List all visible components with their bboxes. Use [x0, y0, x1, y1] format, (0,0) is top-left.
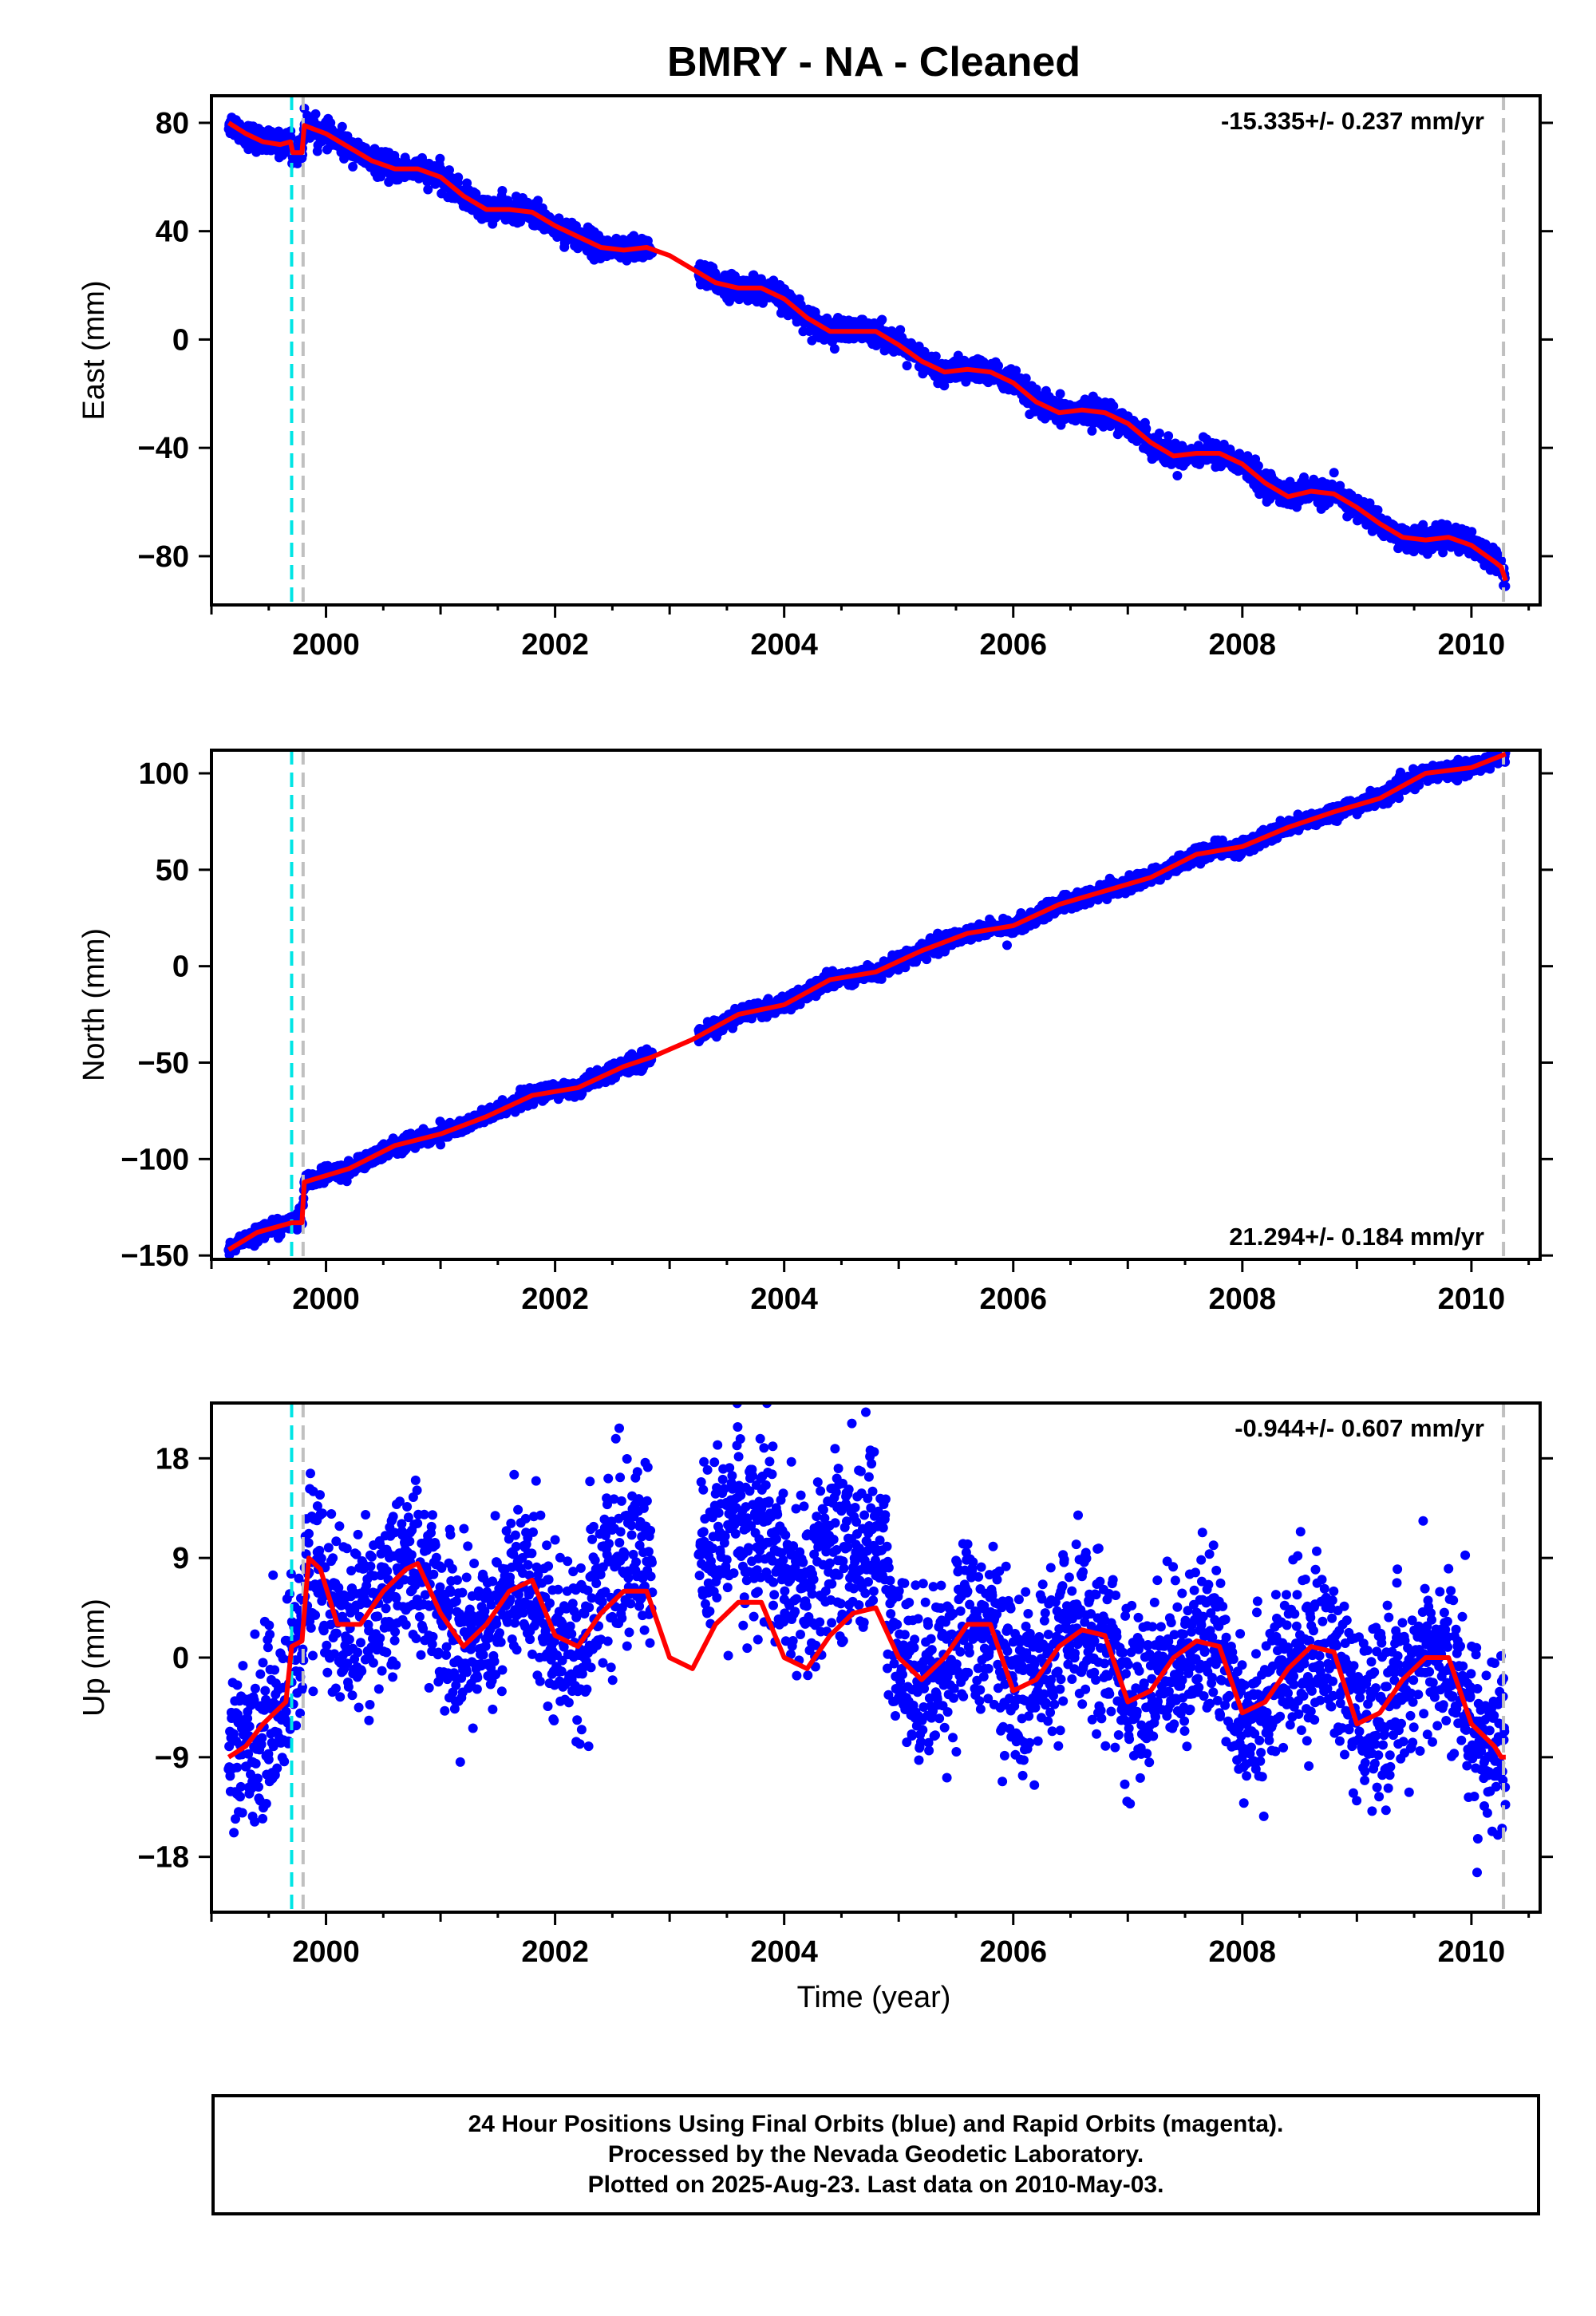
x-tick-label: 2000 — [292, 628, 360, 662]
x-tick-label: 2004 — [750, 628, 818, 662]
y-axis-label: East (mm) — [77, 280, 111, 420]
data-point — [1373, 505, 1383, 516]
north-panel: 2000 2002 2004 2006 2008 2010100500−50−100−15… — [77, 749, 1553, 1316]
data-points — [223, 750, 1511, 1259]
data-point — [1141, 424, 1152, 434]
data-point — [930, 351, 941, 362]
y-tick-label: −40 — [138, 432, 189, 465]
x-tick-label: 2008 — [1209, 628, 1277, 662]
x-tick-label: 2002 — [521, 628, 589, 662]
data-point — [829, 344, 839, 354]
plot-area — [223, 750, 1511, 1259]
data-point — [1253, 460, 1263, 471]
data-point — [1438, 547, 1448, 558]
data-point — [1329, 468, 1339, 478]
data-point — [922, 954, 932, 965]
rate-label: -15.335+/- 0.237 mm/yr — [1221, 107, 1484, 135]
y-tick-label: 40 — [156, 215, 189, 249]
data-point — [1467, 527, 1477, 537]
data-point — [877, 314, 887, 325]
x-tick-label: 2006 — [979, 628, 1047, 662]
x-tick-label: 2010 — [1438, 628, 1506, 662]
data-point — [310, 109, 321, 119]
data-point — [444, 165, 454, 176]
data-point — [497, 186, 508, 196]
data-point — [1055, 389, 1065, 399]
data-point — [533, 196, 543, 206]
data-point — [1172, 471, 1183, 480]
data-point — [1087, 425, 1097, 436]
model-curve — [227, 121, 1508, 582]
y-tick-label: −80 — [138, 540, 189, 574]
east-panel: 2000 2002 2004 2006 2008 2010 80 40 0 −40 −80 East … — [77, 94, 1553, 662]
data-point — [453, 172, 464, 183]
data-point — [1021, 373, 1031, 384]
data-point — [1154, 429, 1164, 438]
data-point — [435, 153, 445, 164]
data-point — [939, 381, 950, 391]
data-point — [1365, 498, 1375, 508]
y-tick-label: 0 — [172, 323, 189, 357]
plot-area — [223, 96, 1511, 605]
data-point — [348, 161, 358, 172]
data-point — [436, 1140, 446, 1150]
data-point — [1011, 366, 1021, 376]
chart-title: BMRY - NA - Cleaned — [667, 39, 1080, 85]
data-point — [902, 361, 912, 371]
data-point — [1163, 431, 1174, 441]
data-point — [1108, 401, 1119, 411]
data-point — [994, 361, 1003, 371]
y-tick-label: 80 — [156, 107, 189, 140]
data-point — [423, 184, 433, 195]
data-point — [895, 325, 906, 335]
plot-frame — [210, 94, 1542, 607]
data-point — [337, 121, 347, 132]
data-points — [223, 103, 1511, 591]
